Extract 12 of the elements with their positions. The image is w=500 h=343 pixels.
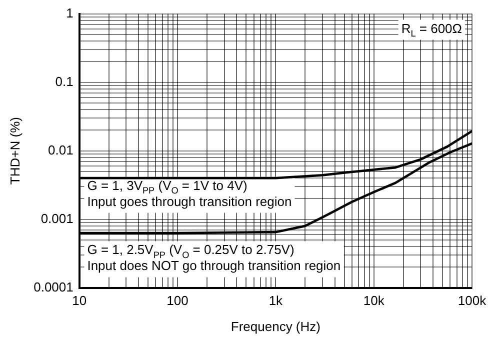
y-tick-label: 0.01 — [48, 142, 74, 158]
x-tick-label: 1k — [268, 293, 284, 308]
y-axis-title: THD+N (%) — [7, 117, 22, 185]
y-tick-label: 1 — [66, 5, 74, 20]
x-tick-label: 10k — [363, 293, 385, 308]
y-tick-label: 0.001 — [40, 210, 74, 226]
y-tick-label: 0.0001 — [34, 279, 74, 294]
x-axis-title: Frequency (Hz) — [230, 318, 320, 334]
x-tick-label: 100k — [458, 293, 487, 308]
y-tick-label: 0.1 — [55, 74, 74, 89]
x-tick-label: 100 — [166, 293, 188, 308]
x-tick-label: 10 — [72, 293, 87, 308]
